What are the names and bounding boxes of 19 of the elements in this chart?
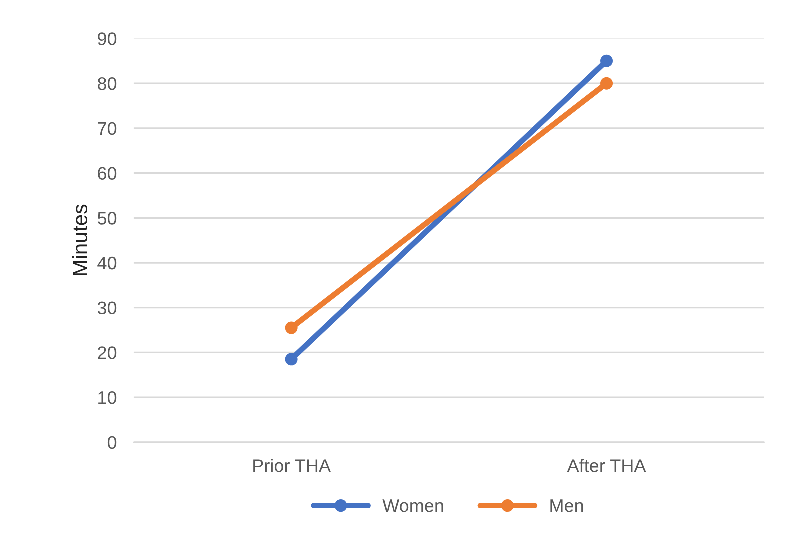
point: [285, 353, 298, 366]
y-tick-label: 0: [108, 436, 117, 450]
y-tick-label: 10: [98, 391, 117, 404]
y-tick-label: 20: [98, 346, 117, 360]
point: [600, 54, 614, 68]
y-tick-label: 80: [98, 78, 117, 90]
y-tick-label: 30: [98, 302, 117, 315]
y-tick-label: 50: [98, 212, 117, 225]
point: [600, 77, 614, 90]
legend-label: Women: [382, 500, 444, 512]
y-tick-label: 40: [98, 256, 117, 270]
legend-label: Men: [550, 500, 584, 512]
point: [285, 322, 298, 334]
x-tick-label: Prior THA: [254, 459, 331, 472]
y-tick-label: 70: [98, 122, 117, 136]
y-tick-label: 90: [98, 32, 117, 46]
x-tick-label: After THA: [567, 459, 646, 472]
y-tick-label: 60: [98, 167, 117, 180]
y-axis-title: Minutes: [72, 204, 88, 276]
